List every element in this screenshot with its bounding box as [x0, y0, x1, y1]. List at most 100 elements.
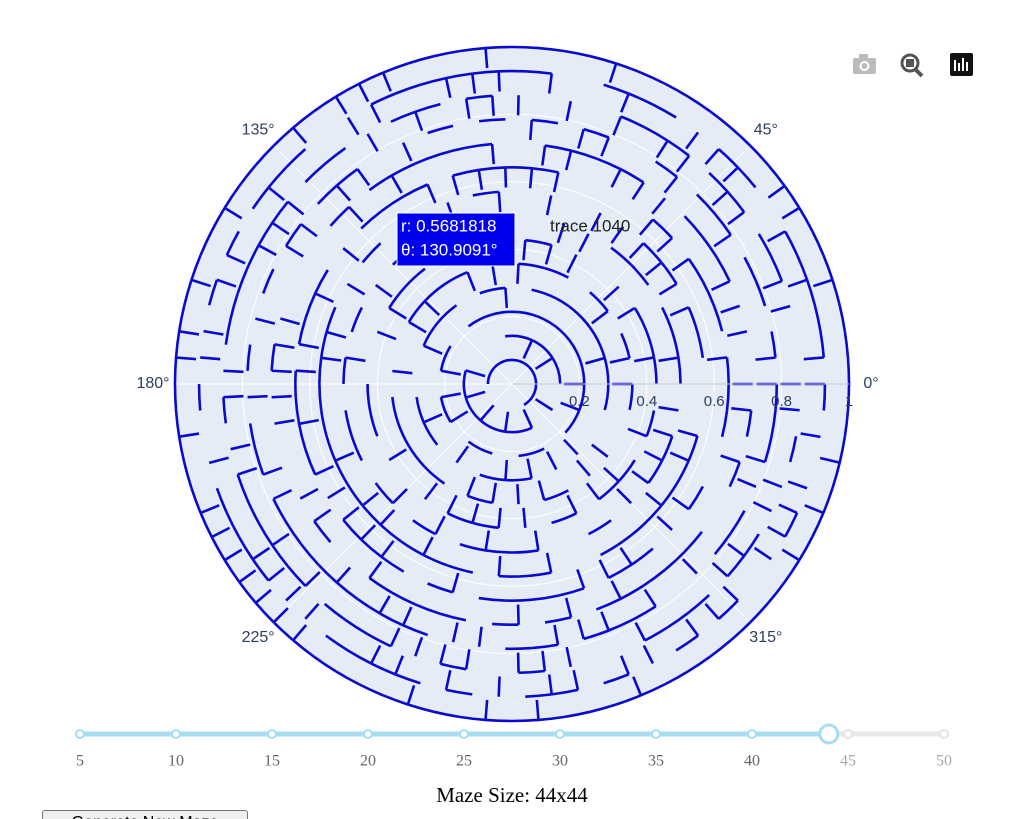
maze-wall [516, 263, 520, 284]
maze-wall [423, 283, 446, 303]
maze-wall [704, 148, 720, 166]
maze-wall [272, 621, 294, 642]
maze-wall [563, 438, 579, 456]
maze-wall [715, 257, 731, 282]
maze-wall [423, 413, 443, 424]
toolbar [853, 53, 973, 78]
maze-wall [585, 356, 606, 365]
angular-tick-label: 0° [863, 375, 878, 392]
maze-wall [492, 622, 519, 627]
maze-wall [728, 461, 741, 488]
maze-wall [778, 503, 798, 515]
zoom-icon[interactable] [900, 53, 924, 78]
title: Polar Maze Generator [291, 0, 732, 9]
maze-wall [211, 526, 231, 539]
maze-wall [478, 117, 506, 123]
maze-wall [497, 676, 501, 697]
maze-wall [334, 451, 355, 462]
maze-wall [533, 530, 540, 551]
maze-wall [423, 344, 443, 355]
slider-tick [555, 729, 565, 739]
maze-wall [531, 594, 559, 602]
maze-wall [787, 480, 808, 490]
maze-wall [225, 512, 240, 538]
slider-tick [459, 729, 469, 739]
maze-wall [727, 330, 748, 338]
maze-wall [516, 484, 520, 505]
maze-wall [230, 443, 251, 451]
maze-wall [427, 124, 454, 135]
maze-wall [731, 406, 752, 412]
maze-wall [451, 622, 459, 643]
maze-wall [414, 102, 441, 114]
maze-wall [575, 459, 591, 477]
maze-wall [350, 435, 364, 462]
maze-wall [669, 451, 690, 462]
maze-wall [711, 190, 729, 207]
slider-tick-label: 50 [936, 753, 952, 770]
slider-tick [75, 729, 85, 739]
maze-wall [313, 508, 332, 523]
generate-button[interactable]: Generate New Maze [42, 810, 248, 819]
maze-wall [237, 466, 258, 476]
maze-wall [344, 410, 353, 437]
maze-wall [610, 246, 633, 266]
maze-wall [736, 477, 757, 489]
maze-wall [638, 218, 654, 236]
slider[interactable]: 5 10 15 20 25 30 35 40 45 50 [75, 723, 952, 770]
radial-tick-label: 1 [845, 393, 853, 410]
maze-wall [822, 254, 834, 281]
maze-wall [414, 111, 424, 132]
maze-wall [419, 76, 447, 87]
maze-wall [656, 515, 673, 531]
maze-wall [271, 394, 292, 399]
angular-tick-label: 315° [749, 629, 782, 646]
maze-wall [408, 320, 427, 334]
maze-wall [361, 491, 380, 507]
maze-wall [585, 482, 601, 501]
maze-wall [522, 339, 534, 360]
maze-wall [368, 410, 379, 437]
maze-wall [632, 676, 643, 696]
maze-wall [787, 278, 808, 288]
maze-wall [325, 435, 337, 462]
maze-wall [391, 488, 408, 505]
maze-wall [396, 422, 410, 447]
maze-wall [712, 305, 724, 332]
maze-wall [335, 566, 352, 584]
maze-wall [321, 356, 342, 362]
maze-wall [439, 644, 447, 665]
maze-wall [560, 401, 580, 412]
maze-wall [236, 268, 249, 294]
maze-wall [465, 390, 486, 399]
maze-wall [683, 531, 703, 553]
maze-wall [271, 369, 292, 374]
maze-wall [577, 128, 585, 149]
maze-wall [369, 103, 382, 124]
maze-wall [655, 139, 669, 159]
slider-tick-label: 35 [648, 753, 664, 770]
maze-wall [318, 383, 323, 411]
maze-wall [664, 82, 689, 98]
maze-wall [334, 460, 349, 485]
slider-tick [171, 729, 181, 739]
radial-tick-label: 0.6 [704, 393, 725, 410]
maze-wall [603, 466, 620, 483]
maze-wall [380, 540, 395, 558]
camera-icon[interactable] [853, 54, 876, 74]
angular-tick-label: 180° [136, 375, 169, 392]
maze-wall [313, 520, 332, 543]
maze-wall [390, 174, 403, 194]
maze-wall [767, 184, 786, 199]
maze-wall [223, 559, 241, 583]
maze-wall [314, 464, 334, 476]
maze-wall [394, 83, 421, 95]
maze-wall [423, 300, 441, 316]
maze-wall [526, 458, 533, 479]
maze-wall [671, 257, 690, 272]
plotly-logo[interactable] [950, 53, 973, 76]
maze-wall [619, 547, 633, 566]
maze-wall [555, 297, 579, 315]
maze-wall [412, 519, 437, 536]
maze-wall [304, 602, 320, 620]
